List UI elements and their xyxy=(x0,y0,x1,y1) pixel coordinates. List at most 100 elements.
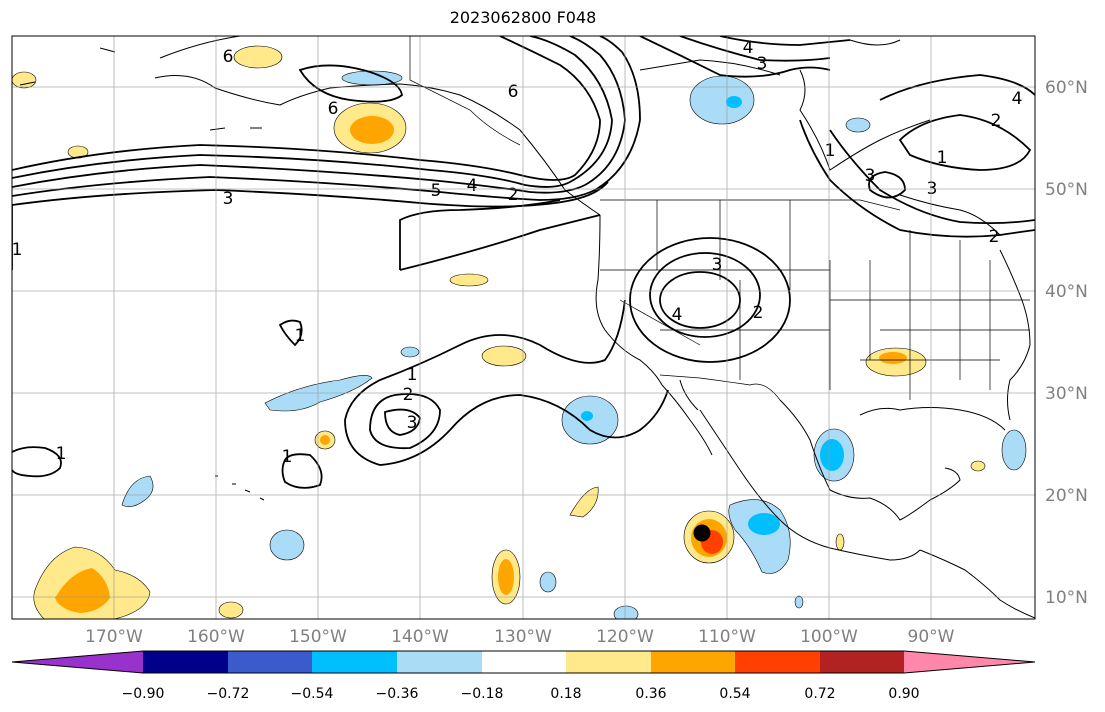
storm-marker xyxy=(693,524,711,542)
shade-negative xyxy=(269,529,305,561)
hawaii-islands xyxy=(215,475,265,501)
colorbar-extend-max xyxy=(904,651,1035,673)
contour-1-small xyxy=(278,319,323,489)
coastline-alaska xyxy=(154,36,601,216)
shade-positive xyxy=(12,71,37,89)
contour-label: 2 xyxy=(508,185,519,205)
colorbar-swatch xyxy=(397,651,482,673)
coastline-west-us xyxy=(595,214,663,386)
contour-low-3 xyxy=(649,252,761,338)
border-alaska-canada xyxy=(409,36,521,146)
lat-label: 10°N xyxy=(1045,588,1088,608)
great-lakes xyxy=(899,194,1001,236)
state-lines xyxy=(600,200,1030,400)
lon-label: 100°W xyxy=(800,627,858,647)
shade-negative xyxy=(845,117,871,133)
contour-mid-north xyxy=(639,36,851,78)
shade-negative xyxy=(121,475,154,507)
shade-positive-core xyxy=(350,116,394,144)
contour-1-west xyxy=(12,446,62,478)
contour-line xyxy=(12,36,613,188)
coastline-gulf xyxy=(779,399,1006,521)
contour-label: 2 xyxy=(403,385,414,405)
contour-subtropical-high xyxy=(369,393,441,450)
colorbar-swatch xyxy=(482,651,566,673)
colorbar-swatch xyxy=(735,651,820,673)
contour-label: 1 xyxy=(407,365,418,385)
colorbar-swatch xyxy=(228,651,312,673)
border-us-mexico xyxy=(659,374,781,401)
shade-negative xyxy=(689,75,755,125)
colorbar-tick-label: 0.90 xyxy=(888,686,919,702)
border-us-canada xyxy=(600,199,901,211)
shade-positive-core xyxy=(55,568,110,613)
contour-label: 3 xyxy=(223,189,234,209)
shade-positive-core xyxy=(879,352,907,364)
shade-negative xyxy=(539,571,557,593)
lat-label: 30°N xyxy=(1045,384,1088,404)
lon-label: 150°W xyxy=(289,627,347,647)
map-frame xyxy=(11,35,1036,620)
contour-label: 1 xyxy=(295,326,306,346)
colorbar-tick-label: 0.36 xyxy=(635,686,666,702)
shade-negative xyxy=(400,346,420,358)
lon-label: 120°W xyxy=(596,627,654,647)
coastlines xyxy=(19,36,1035,619)
shade-positive xyxy=(970,460,986,472)
colorbar xyxy=(11,650,1036,674)
contour-label: 1 xyxy=(937,148,948,168)
shade-positive xyxy=(233,45,283,69)
longitude-labels: 170°W 160°W 150°W 140°W 130°W 120°W 110°… xyxy=(85,627,955,647)
lon-label: 110°W xyxy=(698,627,756,647)
shaded-regions xyxy=(12,45,1027,619)
shade-positive xyxy=(481,345,527,367)
contour-north-alaska xyxy=(298,64,403,103)
contour-label: 4 xyxy=(672,305,683,325)
coastline-mexico xyxy=(699,409,921,561)
colorbar-swatch xyxy=(651,651,735,673)
contour-label: 4 xyxy=(743,38,754,58)
coastline-aleutians xyxy=(19,47,262,131)
contour-label: 2 xyxy=(989,227,1000,247)
contour-2-upper xyxy=(12,205,601,271)
contour-1-long xyxy=(344,299,669,466)
shade-negative xyxy=(1001,429,1027,471)
lat-label: 20°N xyxy=(1045,486,1088,506)
coastline-east-us xyxy=(999,249,1031,421)
contour-low-4 xyxy=(659,271,741,329)
contour-label: 3 xyxy=(757,54,768,74)
colorbar-swatch xyxy=(312,651,397,673)
colorbar-swatch xyxy=(820,651,904,673)
latitude-labels: 60°N 50°N 40°N 30°N 20°N 10°N xyxy=(1045,78,1088,608)
shade-positive-core xyxy=(498,559,514,595)
lon-label: 130°W xyxy=(494,627,552,647)
colorbar-tick-label: 0.18 xyxy=(550,686,581,702)
shade-negative-core xyxy=(581,411,593,421)
contour-east xyxy=(799,74,1035,238)
contour-line xyxy=(12,36,641,201)
colorbar-swatch xyxy=(143,651,228,673)
lat-label: 60°N xyxy=(1045,78,1088,98)
map-title: 2023062800 F048 xyxy=(449,8,597,27)
contour-label: 6 xyxy=(223,47,234,67)
lon-label: 140°W xyxy=(391,627,449,647)
colorbar-tick-label: −0.18 xyxy=(461,686,504,702)
contour-label: 6 xyxy=(328,99,339,119)
contour-label: 1 xyxy=(825,141,836,161)
contour-label: 3 xyxy=(407,413,418,433)
contours xyxy=(12,36,1035,489)
contour-label: 1 xyxy=(282,447,293,467)
contour-line xyxy=(399,199,561,270)
lon-label: 160°W xyxy=(187,627,245,647)
coastline-canada-north xyxy=(639,39,901,76)
shade-positive xyxy=(835,533,845,551)
colorbar-tick-label: 0.54 xyxy=(719,686,750,702)
graticule xyxy=(12,36,1035,619)
colorbar-tick-label: −0.54 xyxy=(291,686,334,702)
colorbar-tick-label: 0.72 xyxy=(804,686,835,702)
contour-label: 4 xyxy=(467,176,478,196)
colorbar-swatch xyxy=(566,651,651,673)
lat-label: 50°N xyxy=(1045,180,1088,200)
contour-label: 2 xyxy=(991,111,1002,131)
